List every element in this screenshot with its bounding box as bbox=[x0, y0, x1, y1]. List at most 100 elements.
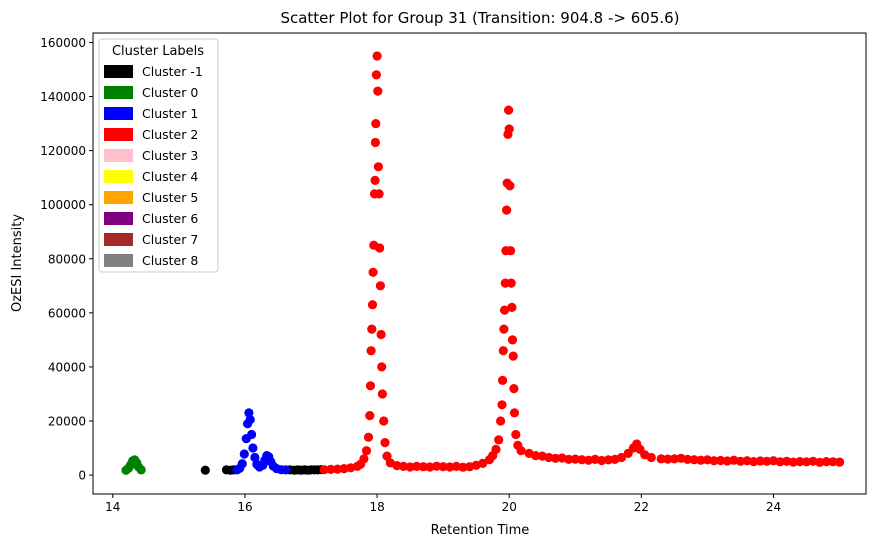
x-tick-label: 22 bbox=[634, 500, 649, 514]
data-point bbox=[502, 205, 512, 215]
data-point bbox=[506, 246, 516, 256]
data-point bbox=[828, 457, 838, 467]
legend-label: Cluster 4 bbox=[142, 169, 198, 184]
data-point bbox=[505, 181, 515, 191]
legend-label: Cluster 1 bbox=[142, 106, 198, 121]
data-point bbox=[326, 464, 336, 474]
data-point bbox=[373, 86, 383, 96]
legend-swatch bbox=[104, 65, 133, 78]
data-point bbox=[696, 455, 706, 465]
data-point bbox=[432, 461, 442, 471]
data-point bbox=[646, 452, 656, 463]
plot-area-frame bbox=[92, 32, 867, 495]
legend-swatch bbox=[104, 149, 133, 162]
data-point bbox=[375, 243, 385, 253]
series-cluster--1 bbox=[200, 465, 326, 475]
data-point bbox=[801, 457, 812, 467]
legend-swatch bbox=[104, 86, 133, 99]
x-tick-label: 24 bbox=[766, 500, 781, 514]
data-point bbox=[361, 446, 372, 456]
data-point bbox=[359, 454, 369, 464]
data-point bbox=[531, 451, 541, 461]
legend-label: Cluster -1 bbox=[142, 64, 203, 79]
y-tick-label: 40000 bbox=[48, 360, 86, 374]
legend-swatch bbox=[104, 170, 133, 183]
data-point bbox=[504, 105, 514, 115]
data-point bbox=[418, 462, 428, 472]
data-point bbox=[372, 51, 382, 61]
data-point bbox=[570, 454, 580, 464]
data-point bbox=[382, 451, 392, 461]
data-point bbox=[603, 455, 613, 465]
series-cluster-1 bbox=[232, 408, 291, 475]
data-point bbox=[494, 435, 504, 445]
data-point bbox=[239, 449, 249, 459]
data-point bbox=[498, 346, 508, 356]
legend-swatch bbox=[104, 128, 133, 141]
data-point bbox=[504, 124, 514, 134]
y-tick-label: 120000 bbox=[40, 144, 86, 158]
legend-label: Cluster 5 bbox=[142, 190, 198, 205]
legend-swatch bbox=[104, 254, 133, 267]
series-cluster-0 bbox=[121, 455, 146, 475]
legend-swatch bbox=[104, 107, 133, 120]
data-point bbox=[775, 457, 785, 467]
data-point bbox=[550, 453, 561, 463]
data-point bbox=[500, 305, 510, 315]
legend-label: Cluster 8 bbox=[142, 253, 198, 268]
data-point bbox=[374, 189, 384, 199]
data-point bbox=[507, 335, 518, 345]
data-point bbox=[438, 462, 448, 472]
data-point bbox=[247, 429, 257, 440]
x-tick-label: 16 bbox=[237, 500, 252, 514]
legend-title: Cluster Labels bbox=[112, 44, 204, 59]
data-point bbox=[735, 456, 746, 466]
legend-swatch bbox=[104, 212, 133, 225]
legend-swatch bbox=[104, 191, 133, 204]
data-point bbox=[367, 300, 378, 310]
y-tick-label: 140000 bbox=[40, 90, 86, 104]
data-point bbox=[508, 351, 518, 361]
data-point bbox=[689, 455, 699, 465]
data-point bbox=[367, 324, 377, 334]
data-point bbox=[506, 278, 516, 288]
data-point bbox=[716, 455, 726, 466]
data-point bbox=[370, 175, 380, 185]
data-point bbox=[821, 457, 832, 467]
data-point bbox=[597, 455, 607, 466]
data-point bbox=[248, 443, 258, 453]
y-tick-label: 160000 bbox=[40, 36, 86, 50]
y-tick-label: 100000 bbox=[40, 198, 86, 212]
data-point bbox=[370, 137, 380, 148]
legend-label: Cluster 2 bbox=[142, 127, 198, 142]
points-layer bbox=[121, 51, 845, 475]
data-point bbox=[412, 461, 422, 471]
data-point bbox=[498, 375, 508, 385]
data-point bbox=[564, 454, 574, 464]
data-point bbox=[368, 267, 378, 277]
data-point bbox=[365, 381, 376, 391]
y-tick-label: 60000 bbox=[48, 306, 86, 320]
data-point bbox=[683, 454, 693, 464]
data-point bbox=[375, 281, 385, 291]
y-tick-label: 20000 bbox=[48, 414, 86, 428]
legend-swatch bbox=[104, 233, 133, 246]
data-point bbox=[509, 384, 519, 394]
data-point bbox=[398, 461, 409, 471]
data-point bbox=[663, 454, 673, 464]
data-point bbox=[445, 462, 455, 472]
legend-label: Cluster 3 bbox=[142, 148, 198, 163]
data-point bbox=[237, 459, 247, 469]
data-point bbox=[371, 119, 381, 129]
data-point bbox=[762, 456, 772, 466]
data-point bbox=[507, 302, 517, 312]
data-point bbox=[365, 411, 375, 421]
data-point bbox=[509, 408, 520, 418]
data-point bbox=[405, 462, 415, 472]
y-tick-label: 0 bbox=[78, 469, 86, 483]
data-point bbox=[788, 457, 798, 467]
x-axis-label: Retention Time bbox=[431, 523, 530, 538]
y-axis-label: OzESI Intensity bbox=[10, 214, 25, 312]
legend-label: Cluster 7 bbox=[142, 232, 198, 247]
